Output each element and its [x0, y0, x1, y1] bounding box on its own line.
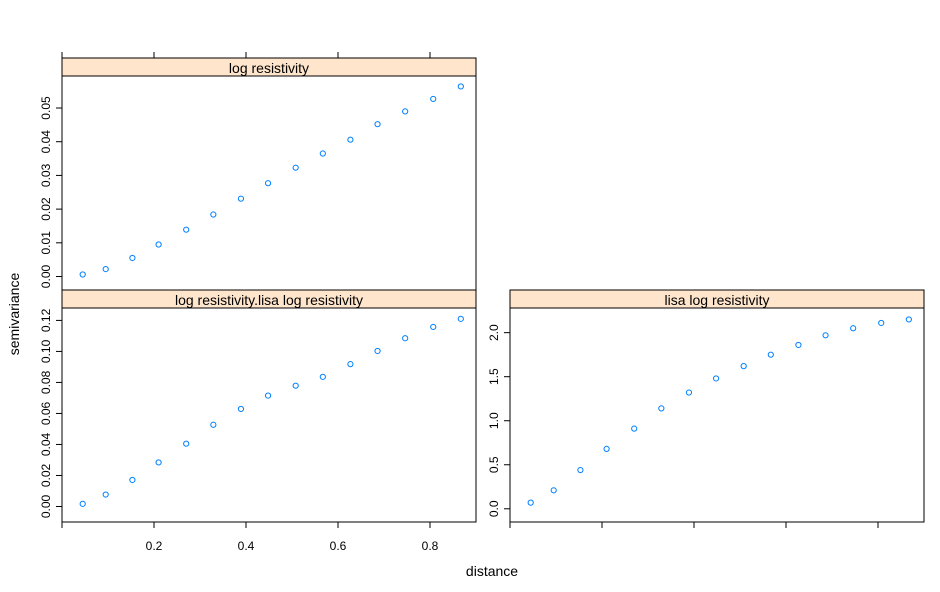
- strip-title: log resistivity: [229, 60, 309, 76]
- data-point: [712, 375, 720, 382]
- data-point: [183, 226, 190, 233]
- data-point: [850, 325, 857, 332]
- panel-3: lisa log resistivity 0.0 0.5 1.0 1.5 2.0: [487, 289, 925, 528]
- data-point: [319, 373, 326, 380]
- y-tick-label: 0.03: [39, 163, 53, 187]
- data-point: [79, 500, 86, 507]
- data-point: [292, 164, 299, 171]
- y-tick-label: 0.04: [39, 432, 53, 456]
- y-tick-label: 0.00: [39, 494, 53, 518]
- data-point: [264, 180, 272, 187]
- y-tick-label: 0.10: [39, 339, 53, 363]
- x-axis-label: distance: [466, 563, 518, 579]
- y-tick-label: 0.02: [39, 463, 53, 487]
- data-point: [631, 425, 638, 432]
- data-point: [347, 136, 354, 143]
- data-point: [402, 335, 409, 342]
- y-tick-label: 0.05: [39, 96, 53, 120]
- data-point: [292, 382, 299, 389]
- panel-frame: [509, 307, 925, 523]
- y-tick-label: 0.5: [487, 456, 501, 473]
- data-point: [603, 445, 610, 453]
- y-tick-label: 0.02: [39, 197, 53, 221]
- data-point: [767, 351, 774, 358]
- data-point: [740, 363, 747, 370]
- data-point: [264, 392, 272, 399]
- x-tick-label: 0.8: [422, 539, 439, 553]
- data-point: [155, 241, 162, 248]
- data-point: [527, 499, 534, 506]
- y-tick-label: 0.12: [39, 308, 53, 332]
- data-point: [102, 266, 109, 273]
- data-point: [457, 83, 464, 90]
- data-point: [374, 347, 381, 355]
- data-point: [237, 195, 245, 202]
- data-point: [905, 316, 912, 323]
- y-tick-label: 0.0: [487, 500, 501, 517]
- data-point: [402, 108, 409, 115]
- x-tick-label: 0.4: [238, 539, 255, 553]
- data-point: [658, 405, 665, 412]
- strip-title: lisa log resistivity: [664, 292, 769, 308]
- data-point: [102, 491, 109, 498]
- y-tick-label: 0.01: [39, 231, 53, 255]
- data-point: [210, 421, 217, 428]
- panel-frame: [61, 307, 477, 523]
- data-point: [795, 341, 802, 349]
- data-point: [237, 405, 245, 413]
- y-tick-label: 0.08: [39, 370, 53, 394]
- y-tick-label: 0.04: [39, 130, 53, 154]
- data-point: [457, 315, 464, 322]
- data-point: [878, 319, 885, 327]
- data-point: [155, 459, 162, 466]
- y-tick-label: 0.06: [39, 401, 53, 425]
- data-point: [347, 361, 354, 368]
- data-point: [430, 323, 437, 331]
- panel-2: log resistivity.lisa log resistivity 0.00…: [39, 289, 477, 553]
- data-point: [210, 211, 217, 218]
- panel-1: log resistivity 0.00 0.01 0.02 0.03 0.04 0.05: [39, 52, 477, 291]
- y-tick-label: 1.0: [487, 412, 501, 429]
- data-point: [183, 440, 190, 447]
- panel-frame: [61, 75, 477, 291]
- data-point: [430, 95, 437, 103]
- data-point: [374, 121, 381, 128]
- strip-title: log resistivity.lisa log resistivity: [175, 292, 363, 308]
- data-point: [319, 150, 326, 157]
- y-axis-label: semivariance: [6, 273, 22, 356]
- x-tick-label: 0.2: [146, 539, 163, 553]
- y-tick-label: 2.0: [487, 324, 501, 341]
- data-point: [577, 466, 584, 474]
- y-tick-label: 0.00: [39, 265, 53, 289]
- data-point: [79, 271, 86, 278]
- data-point: [822, 332, 829, 339]
- data-point: [550, 487, 557, 494]
- data-point: [129, 476, 136, 484]
- y-tick-label: 1.5: [487, 368, 501, 385]
- x-tick-label: 0.6: [330, 539, 347, 553]
- data-point: [685, 389, 693, 396]
- data-point: [129, 254, 136, 262]
